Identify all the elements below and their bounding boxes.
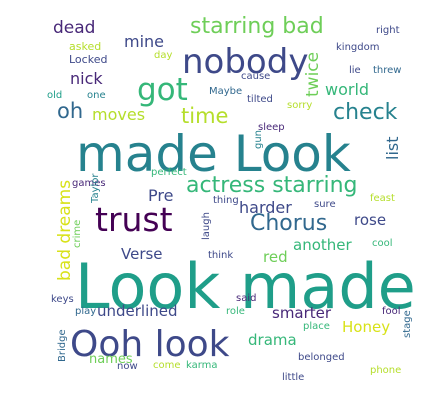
cloud-background bbox=[0, 0, 439, 418]
